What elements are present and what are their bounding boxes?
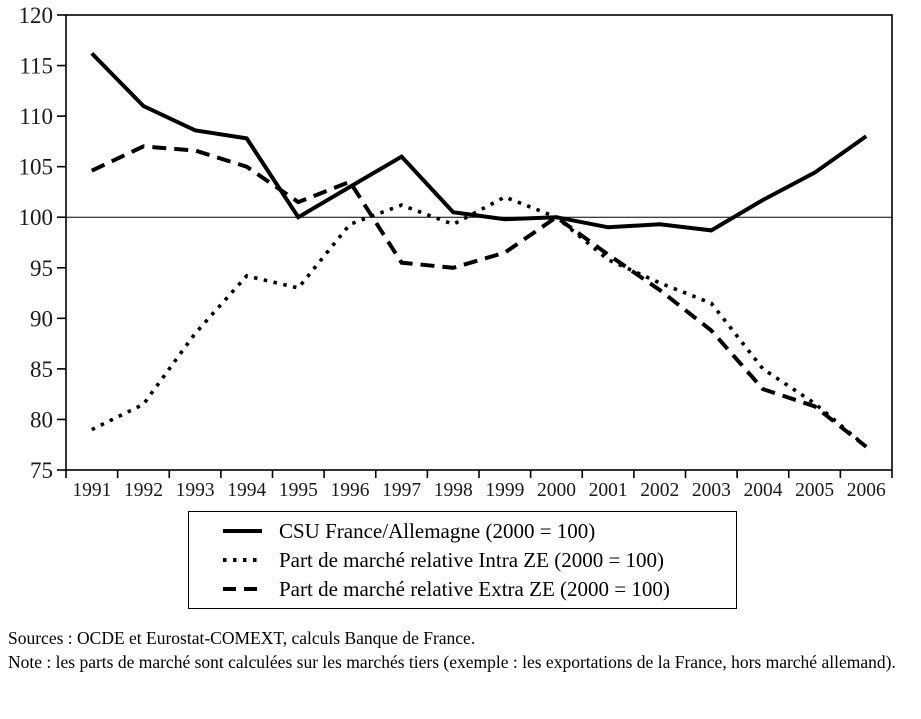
x-tick-label: 1997 [382,480,421,501]
sources-text: Sources : OCDE et Eurostat-COMEXT, calcu… [8,628,476,648]
legend-label-intra-ze: Part de marché relative Intra ZE (2000 =… [279,547,665,572]
y-tick-label: 100 [19,205,54,230]
x-tick-label: 1998 [434,480,473,501]
y-tick-label: 90 [30,306,53,331]
solid-line-key-icon [223,529,262,533]
x-tick-label: 1996 [330,480,369,501]
x-tick-label: 2000 [537,480,576,501]
x-tick-label: 2001 [589,480,628,501]
dotted-line-key-icon [223,558,262,562]
y-tick-label: 80 [30,407,53,432]
y-tick-label: 115 [19,54,53,79]
legend-item-csu: CSU France/Allemagne (2000 = 100) [222,519,736,544]
series-line-intra-ze [91,195,868,449]
legend-label-extra-ze: Part de marché relative Extra ZE (2000 =… [279,576,670,601]
x-tick-label: 2003 [692,480,731,501]
y-tick-label: 95 [30,256,53,281]
dashed-line-key-icon [223,587,262,591]
series-line-csu [90,51,868,233]
figure-notes: Sources : OCDE et Eurostat-COMEXT, calcu… [8,628,916,675]
x-tick-label: 2005 [795,480,834,501]
x-tick-label: 2004 [743,480,782,501]
legend-item-intra-ze: Part de marché relative Intra ZE (2000 =… [222,548,736,573]
y-tick-label: 85 [30,357,53,382]
legend-item-extra-ze: Part de marché relative Extra ZE (2000 =… [222,577,736,602]
line-chart-canvas: 75 80 85 90 95 100 105 110 115 120 1991 1992 1993 199… [19,3,893,501]
y-tick-label: 120 [19,3,54,28]
x-tick-label: 1992 [124,480,163,501]
plot-frame [65,14,893,471]
y-tick-label: 75 [30,458,53,483]
note-text: Note : les parts de marché sont calculée… [8,651,896,672]
y-tick-label: 110 [19,104,53,129]
series-line-extra-ze [90,144,868,449]
x-tick-label: 1994 [227,480,266,501]
x-tick-label: 1999 [485,480,524,501]
x-tick-label: 2002 [640,480,679,501]
x-tick-label: 2006 [847,480,886,501]
chart-legend: CSU France/Allemagne (2000 = 100) Part d… [188,511,737,609]
legend-label-csu: CSU France/Allemagne (2000 = 100) [279,518,596,543]
y-tick-label: 105 [19,155,54,180]
x-tick-label: 1993 [176,480,215,501]
x-tick-label: 1991 [72,480,111,501]
x-tick-label: 1995 [279,480,318,501]
